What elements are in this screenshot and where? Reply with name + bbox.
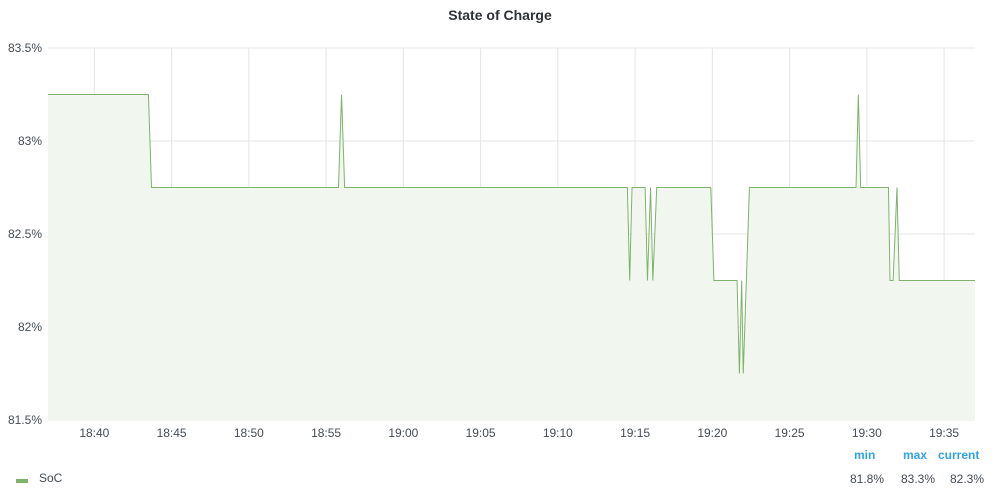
- y-axis: 81.5% 82% 82.5% 83% 83.5%: [8, 41, 42, 427]
- series-layer: [48, 94, 975, 420]
- legend-header-current[interactable]: current: [938, 448, 980, 462]
- y-tick-label: 83%: [18, 134, 42, 148]
- legend-value-current: 82.3%: [950, 472, 985, 486]
- x-tick-label: 19:05: [466, 426, 496, 440]
- x-tick-label: 19:15: [620, 426, 650, 440]
- legend-swatch-soc[interactable]: [16, 479, 28, 483]
- legend-header-max[interactable]: max: [903, 448, 928, 462]
- x-tick-label: 19:35: [929, 426, 959, 440]
- x-tick-label: 18:40: [79, 426, 109, 440]
- legend-value-max: 83.3%: [901, 472, 936, 486]
- series-area-soc: [48, 94, 975, 420]
- x-tick-label: 19:20: [697, 426, 727, 440]
- x-tick-label: 19:25: [775, 426, 805, 440]
- x-tick-label: 19:30: [852, 426, 882, 440]
- legend-header-min[interactable]: min: [854, 448, 876, 462]
- panel-title: State of Charge: [448, 7, 552, 23]
- x-tick-label: 18:45: [157, 426, 187, 440]
- series-line-soc[interactable]: [48, 94, 975, 374]
- y-tick-label: 82.5%: [8, 227, 42, 241]
- legend-value-min: 81.8%: [850, 472, 885, 486]
- legend-series-name[interactable]: SoC: [39, 471, 63, 485]
- y-tick-label: 83.5%: [8, 41, 42, 55]
- x-tick-label: 19:00: [388, 426, 418, 440]
- y-tick-label: 82%: [18, 320, 42, 334]
- x-tick-label: 18:55: [311, 426, 341, 440]
- x-tick-label: 18:50: [234, 426, 264, 440]
- x-tick-label: 19:10: [543, 426, 573, 440]
- x-axis: 18:40 18:45 18:50 18:55 19:00 19:05 19:10 19:15…: [79, 426, 959, 440]
- y-tick-label: 81.5%: [8, 413, 42, 427]
